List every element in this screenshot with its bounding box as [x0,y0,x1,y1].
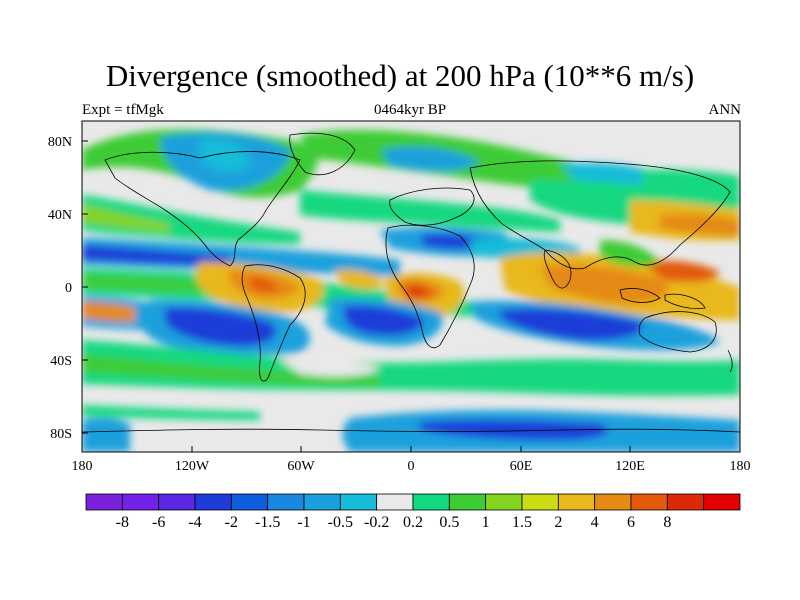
lon-label-60w: 60W [287,459,315,474]
colorbar-label: 6 [627,514,635,531]
colorbar-box [630,493,668,511]
colorbar-box [448,493,487,511]
lon-label-180e: 180 [730,459,751,474]
colorbar-label: -1.5 [255,514,280,531]
colorbar-box [194,493,232,511]
colorbar-box [594,493,632,511]
colorbar-label: -0.2 [364,514,389,531]
colorbar-box [666,493,705,511]
period-label: 0464kyr BP [373,102,447,118]
colorbar-label: -4 [188,514,201,531]
colorbar: -8 -6 -4 -2 -1.5 -1 -0.5 -0.2 0.2 0.5 1 1.5 2 4 6 8 [85,493,741,531]
axis-ticks [81,140,741,452]
colorbar-box [412,493,450,511]
colorbar-label: 1 [482,514,490,531]
colorbar-box [485,493,523,511]
colorbar-box [376,493,414,511]
colorbar-label: 1.5 [512,514,532,531]
colorbar-label: -8 [116,514,129,531]
experiment-label: Expt = tfMgk [82,102,164,118]
colorbar-box [121,493,160,511]
colorbar-box [339,493,378,511]
lon-label-60e: 60E [510,459,533,474]
colorbar-label: 2 [554,514,562,531]
lon-label-120w: 120W [175,459,210,474]
lat-label-0: 0 [65,281,72,296]
lat-label-80s: 80S [50,427,72,442]
colorbar-label: 4 [591,514,599,531]
colorbar-box [521,493,559,511]
map-title: Divergence (smoothed) at 200 hPa (10**6 … [105,58,695,93]
lat-label-40s: 40S [50,354,72,369]
divergence-field [82,121,740,452]
colorbar-label: 0.2 [403,514,423,531]
colorbar-label: 8 [663,514,671,531]
lat-label-40n: 40N [48,208,72,223]
colorbar-box [703,493,741,511]
colorbar-box [557,493,596,511]
coastlines [82,132,740,433]
colorbar-box [267,493,305,511]
colorbar-label: -2 [225,514,238,531]
colorbar-box [230,493,269,511]
colorbar-label: 0.5 [439,514,459,531]
lon-label-120e: 120E [615,459,645,474]
colorbar-box [85,493,123,511]
colorbar-box [158,493,196,511]
colorbar-label: -6 [152,514,165,531]
colorbar-label: -1 [297,514,310,531]
lon-label-0: 0 [408,459,415,474]
lat-label-80n: 80N [48,135,72,150]
season-label: ANN [708,102,742,118]
colorbar-label: -0.5 [328,514,353,531]
colorbar-box [303,493,341,511]
lon-label-180w: 180 [72,459,93,474]
